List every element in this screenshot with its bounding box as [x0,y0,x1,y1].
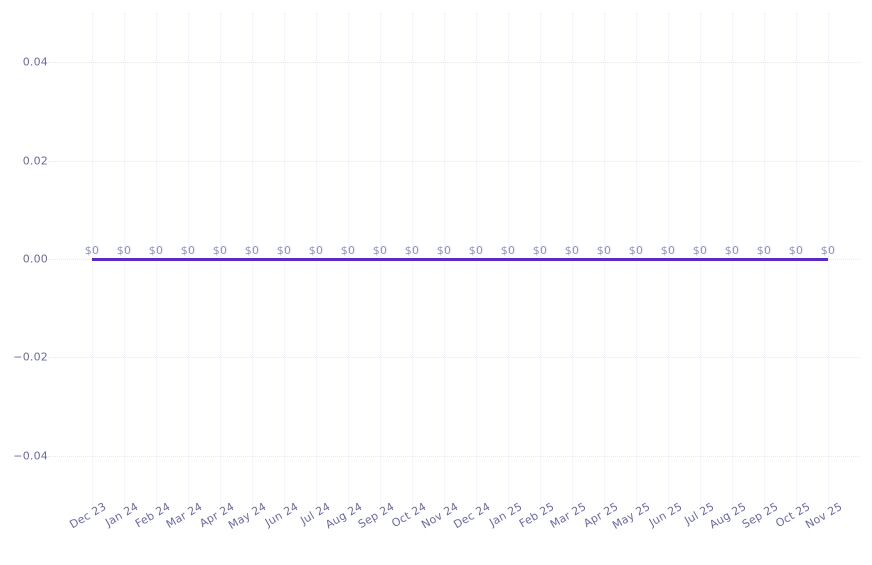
data-point-label: $0 [148,244,164,257]
data-point-label: $0 [788,244,804,257]
data-point-label: $0 [436,244,452,257]
data-point-label: $0 [84,244,100,257]
data-point-label: $0 [692,244,708,257]
y-axis-tick-label: 0.04 [22,55,48,69]
y-axis-tick-label: 0.00 [22,252,48,266]
data-point-label: $0 [404,244,420,257]
data-point-label: $0 [180,244,196,257]
data-point-label: $0 [468,244,484,257]
y-axis-tick-label: −0.02 [13,350,48,364]
data-point-label: $0 [660,244,676,257]
data-point-label: $0 [244,244,260,257]
data-point-label: $0 [116,244,132,257]
data-point-label: $0 [212,244,228,257]
gridline-horizontal [48,455,860,457]
data-point-label: $0 [500,244,516,257]
y-axis-tick-label: 0.02 [22,154,48,168]
data-point-label: $0 [628,244,644,257]
data-point-label: $0 [596,244,612,257]
data-point-label: $0 [756,244,772,257]
data-point-label: $0 [564,244,580,257]
gridline-horizontal [48,357,860,359]
series-line [92,258,828,261]
data-point-label: $0 [308,244,324,257]
data-point-label: $0 [724,244,740,257]
y-axis-tick-label: −0.04 [13,449,48,463]
data-point-label: $0 [532,244,548,257]
data-point-label: $0 [276,244,292,257]
data-point-label: $0 [372,244,388,257]
data-point-label: $0 [820,244,836,257]
gridline-horizontal [48,62,860,64]
gridline-horizontal [48,160,860,162]
data-point-label: $0 [340,244,356,257]
plot-area: $0 $0 $0 $0 $0 $0 $0 $0 $0 $0 $0 $0 $0 $0 $0 $0 $0 $0 $0 $0… [48,13,860,505]
